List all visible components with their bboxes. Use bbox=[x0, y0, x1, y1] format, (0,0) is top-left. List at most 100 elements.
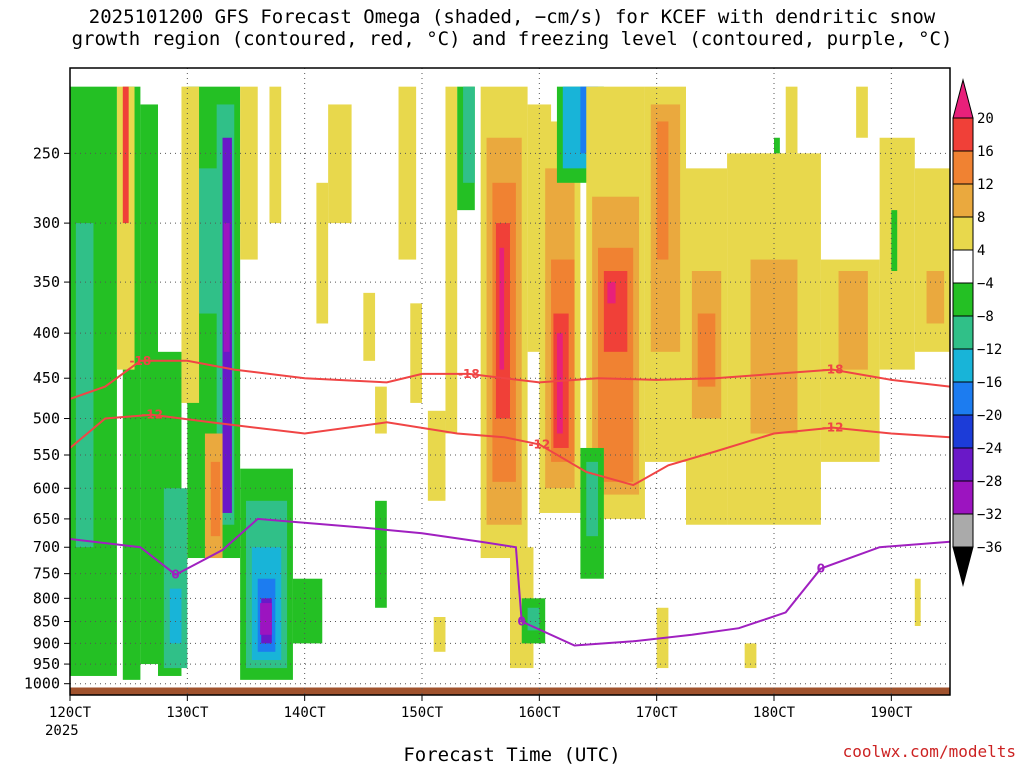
omega-cell bbox=[463, 86, 475, 183]
omega-cell bbox=[656, 121, 669, 260]
contour-labels: -18 -18 -18 -12 -12 -12 0 0 0 bbox=[130, 354, 844, 629]
omega-cell bbox=[328, 104, 352, 224]
omega-cell bbox=[269, 86, 282, 224]
colorbar-label: −16 bbox=[977, 375, 1002, 391]
colorbar-segment bbox=[952, 117, 974, 152]
colorbar-bottom-cap bbox=[952, 546, 974, 587]
contour-label: -12 bbox=[822, 421, 844, 435]
contour-lines bbox=[70, 359, 950, 647]
x-tick-label: 170CT bbox=[636, 705, 679, 721]
omega-cell bbox=[774, 137, 780, 154]
omega-cell bbox=[75, 223, 94, 548]
y-tick-label: 300 bbox=[33, 214, 60, 232]
omega-cell bbox=[838, 270, 868, 370]
contour-label: -12 bbox=[528, 437, 550, 451]
y-tick-label: 1000 bbox=[24, 675, 60, 693]
contour--18 bbox=[70, 359, 950, 400]
colorbar-segment bbox=[952, 480, 974, 515]
colorbar-segment bbox=[952, 183, 974, 218]
colorbar: 20 16 12 8 4 −4 −8 −12 −16 −20 −24 −28 −32 −36 bbox=[952, 78, 1002, 587]
y-tick-label: 900 bbox=[33, 634, 60, 652]
y-tick-label: 850 bbox=[33, 613, 60, 631]
omega-cell bbox=[914, 168, 950, 352]
colorbar-segment bbox=[952, 381, 974, 416]
colorbar-label: 4 bbox=[977, 243, 985, 259]
omega-cell bbox=[914, 578, 921, 626]
colorbar-segment bbox=[952, 282, 974, 317]
omega-cell bbox=[398, 86, 417, 260]
omega-cell bbox=[785, 86, 798, 154]
colorbar-segment bbox=[952, 249, 974, 284]
omega-cell bbox=[750, 259, 798, 434]
omega-cell bbox=[410, 303, 422, 403]
colorbar-segment bbox=[952, 150, 974, 185]
omega-cell bbox=[140, 104, 158, 665]
y-tick-label: 250 bbox=[33, 144, 60, 162]
x-axis: 120CT 130CT 140CT 150CT 160CT 170CT 180CT 190CT… bbox=[45, 695, 913, 739]
colorbar-label: 20 bbox=[977, 111, 994, 127]
contour-label: -18 bbox=[130, 354, 152, 368]
contour-label: -18 bbox=[458, 367, 480, 381]
x-tick-label: 150CT bbox=[401, 705, 444, 721]
colorbar-label: 16 bbox=[977, 144, 994, 160]
omega-cell bbox=[122, 86, 129, 224]
x-tick-label: 190CT bbox=[870, 705, 913, 721]
colorbar-top-cap bbox=[952, 78, 974, 119]
omega-cell bbox=[856, 86, 868, 138]
x-tick-label: 180CT bbox=[753, 705, 796, 721]
omega-cell bbox=[210, 461, 221, 537]
colorbar-label: −12 bbox=[977, 342, 1002, 358]
y-tick-label: 350 bbox=[33, 273, 60, 291]
y-tick-label: 400 bbox=[33, 324, 60, 342]
omega-cell bbox=[445, 86, 458, 434]
colorbar-segment bbox=[952, 447, 974, 482]
omega-cell bbox=[499, 247, 505, 370]
y-axis: 250 300 350 400 450 500 550 600 650 700 750 800 850 9… bbox=[24, 144, 70, 693]
colorbar-segment bbox=[952, 216, 974, 251]
omega-cell bbox=[433, 616, 446, 652]
omega-cell bbox=[169, 588, 182, 644]
omega-cell bbox=[260, 603, 272, 635]
colorbar-segment bbox=[952, 513, 974, 548]
omega-cell bbox=[181, 86, 200, 403]
omega-cell bbox=[240, 86, 258, 260]
omega-cell bbox=[586, 461, 598, 537]
x-tick-label: 160CT bbox=[518, 705, 561, 721]
omega-cell bbox=[926, 270, 945, 324]
x-year-label: 2025 bbox=[45, 723, 79, 739]
y-tick-label: 500 bbox=[33, 410, 60, 428]
contour-label: 0 bbox=[817, 562, 825, 576]
y-tick-label: 650 bbox=[33, 510, 60, 528]
omega-cell bbox=[744, 643, 757, 669]
contour-label: -12 bbox=[141, 408, 163, 422]
colorbar-label: 8 bbox=[977, 210, 985, 226]
x-tick-label: 140CT bbox=[284, 705, 327, 721]
chart-title: 2025101200 GFS Forecast Omega (shaded, −… bbox=[0, 6, 1024, 50]
colorbar-label: −36 bbox=[977, 540, 1002, 556]
omega-cell bbox=[607, 282, 616, 304]
colorbar-label: −32 bbox=[977, 507, 1002, 523]
credit-text: coolwx.com/modelts bbox=[842, 742, 1016, 761]
colorbar-label: 12 bbox=[977, 177, 994, 193]
title-line-2: growth region (contoured, red, °C) and f… bbox=[71, 28, 953, 50]
x-axis-title: Forecast Time (UTC) bbox=[403, 744, 621, 766]
contour-label: 0 bbox=[518, 615, 526, 629]
x-tick-label: 120CT bbox=[49, 705, 92, 721]
omega-cell bbox=[116, 86, 135, 370]
omega-cell bbox=[697, 313, 716, 387]
omega-cell bbox=[363, 292, 376, 361]
plot-frame bbox=[69, 67, 951, 696]
y-tick-label: 750 bbox=[33, 565, 60, 583]
colorbar-label: −4 bbox=[977, 276, 994, 292]
omega-cell bbox=[556, 333, 563, 434]
colorbar-segment bbox=[952, 414, 974, 449]
ground-layer bbox=[70, 687, 950, 695]
omega-cell bbox=[375, 500, 387, 608]
omega-shading bbox=[70, 86, 950, 680]
omega-cell bbox=[316, 182, 329, 324]
omega-cell bbox=[427, 410, 446, 501]
y-tick-label: 450 bbox=[33, 369, 60, 387]
y-tick-label: 800 bbox=[33, 589, 60, 607]
contour--12 bbox=[70, 413, 950, 487]
